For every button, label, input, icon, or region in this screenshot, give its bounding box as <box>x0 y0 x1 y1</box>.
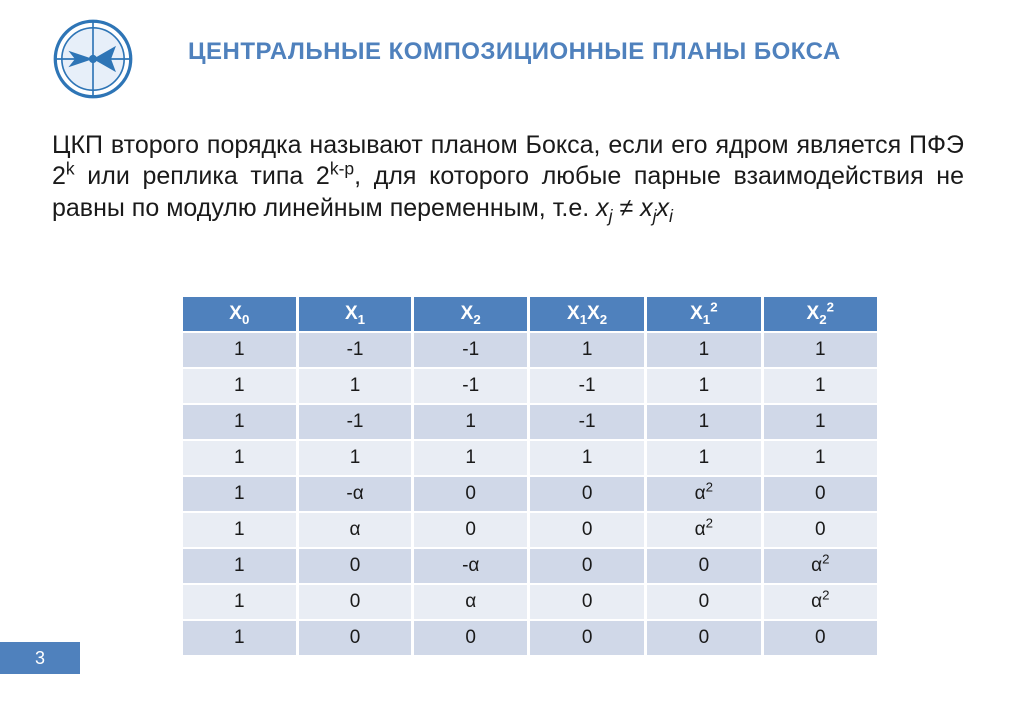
table-cell: 0 <box>646 548 762 584</box>
table-cell: 1 <box>182 620 298 656</box>
table-header-cell: X1X2 <box>529 296 646 332</box>
table-body: 1-1-111111-1-1111-11-1111111111-α00α201α… <box>182 332 879 656</box>
logo <box>52 18 134 100</box>
table-cell: 1 <box>529 332 646 368</box>
table-cell: 0 <box>413 512 529 548</box>
table-cell: 0 <box>529 584 646 620</box>
table-cell: 1 <box>762 404 878 440</box>
table-row: 100000 <box>182 620 879 656</box>
table-cell: 0 <box>529 548 646 584</box>
table-cell: 1 <box>646 332 762 368</box>
table: X0X1X2X1X2X12X22 1-1-111111-1-1111-11-11… <box>180 295 880 657</box>
table-cell: 0 <box>529 620 646 656</box>
table-row: 10-α00α2 <box>182 548 879 584</box>
body-var1-base: x <box>596 194 609 222</box>
table-cell: 0 <box>297 620 413 656</box>
table-cell: -1 <box>297 332 413 368</box>
table-row: 1-1-1111 <box>182 332 879 368</box>
table-cell: 0 <box>646 620 762 656</box>
body-exp2: k-p <box>330 159 354 179</box>
body-neq: ≠ <box>613 194 641 222</box>
table-cell: 1 <box>646 404 762 440</box>
table-cell: 0 <box>762 512 878 548</box>
table-cell: 1 <box>297 440 413 476</box>
table-cell: -α <box>297 476 413 512</box>
table-row: 1-11-111 <box>182 404 879 440</box>
table-header-cell: X1 <box>297 296 413 332</box>
table-row: 10α00α2 <box>182 584 879 620</box>
table-header-cell: X0 <box>182 296 298 332</box>
table-cell: α2 <box>762 584 878 620</box>
table-cell: 1 <box>762 332 878 368</box>
table-cell: -1 <box>529 368 646 404</box>
table-header-cell: X12 <box>646 296 762 332</box>
table-cell: 0 <box>646 584 762 620</box>
slide-title: ЦЕНТРАЛЬНЫЕ КОМПОЗИЦИОННЫЕ ПЛАНЫ БОКСА <box>188 38 841 66</box>
table-cell: 1 <box>182 512 298 548</box>
table-cell: α2 <box>646 476 762 512</box>
table-cell: 1 <box>413 404 529 440</box>
table-cell: 1 <box>182 476 298 512</box>
table-cell: 1 <box>762 368 878 404</box>
table-cell: 1 <box>182 584 298 620</box>
table-row: 111111 <box>182 440 879 476</box>
table-cell: 0 <box>529 512 646 548</box>
body-var2b-base: x <box>657 194 670 222</box>
table-cell: 0 <box>413 476 529 512</box>
page-number: 3 <box>35 648 45 669</box>
table-cell: 1 <box>646 368 762 404</box>
table-header-cell: X22 <box>762 296 878 332</box>
table-cell: 1 <box>182 368 298 404</box>
table-cell: -1 <box>413 368 529 404</box>
body-seg2: или реплика типа 2 <box>75 162 330 190</box>
table-cell: α2 <box>762 548 878 584</box>
design-matrix-table: X0X1X2X1X2X12X22 1-1-111111-1-1111-11-11… <box>180 295 880 657</box>
table-cell: 1 <box>646 440 762 476</box>
table-cell: 1 <box>297 368 413 404</box>
table-cell: 0 <box>297 548 413 584</box>
table-cell: 0 <box>762 476 878 512</box>
table-cell: -1 <box>413 332 529 368</box>
body-exp1: k <box>66 159 75 179</box>
table-cell: -α <box>413 548 529 584</box>
table-cell: 0 <box>413 620 529 656</box>
body-paragraph: ЦКП второго порядка называют планом Бокс… <box>52 130 964 224</box>
table-head: X0X1X2X1X2X12X22 <box>182 296 879 332</box>
table-cell: -1 <box>529 404 646 440</box>
table-cell: 1 <box>529 440 646 476</box>
table-cell: 0 <box>762 620 878 656</box>
table-row: 1α00α20 <box>182 512 879 548</box>
page-number-badge: 3 <box>0 642 80 674</box>
table-cell: -1 <box>297 404 413 440</box>
table-cell: 1 <box>182 548 298 584</box>
body-var2b-sub: i <box>669 206 673 226</box>
table-row: 11-1-111 <box>182 368 879 404</box>
table-header-row: X0X1X2X1X2X12X22 <box>182 296 879 332</box>
table-cell: 0 <box>529 476 646 512</box>
slide: ЦЕНТРАЛЬНЫЕ КОМПОЗИЦИОННЫЕ ПЛАНЫ БОКСА Ц… <box>0 0 1024 708</box>
table-cell: 1 <box>413 440 529 476</box>
body-var2a-base: x <box>640 194 653 222</box>
table-cell: 0 <box>297 584 413 620</box>
table-row: 1-α00α20 <box>182 476 879 512</box>
table-cell: 1 <box>182 332 298 368</box>
table-cell: 1 <box>182 404 298 440</box>
table-cell: 1 <box>182 440 298 476</box>
table-cell: α <box>297 512 413 548</box>
table-cell: α2 <box>646 512 762 548</box>
table-cell: α <box>413 584 529 620</box>
table-header-cell: X2 <box>413 296 529 332</box>
table-cell: 1 <box>762 440 878 476</box>
